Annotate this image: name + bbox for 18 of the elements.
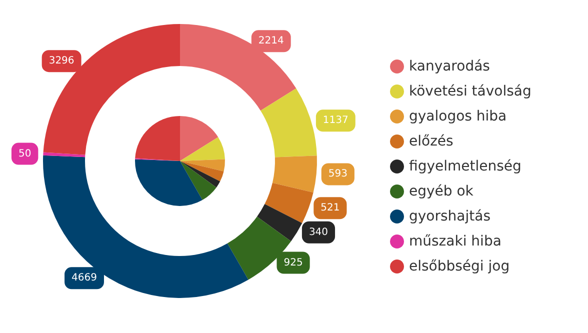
data-label: 1137 [322, 115, 348, 126]
data-label: 593 [328, 168, 348, 180]
legend-label: figyelmetlenség [409, 158, 522, 174]
data-label: 521 [320, 202, 340, 214]
legend-label: műszaki hiba [409, 234, 502, 250]
legend-label: egyéb ok [409, 184, 474, 200]
data-label: 925 [284, 257, 303, 268]
legend-label: követési távolság [409, 84, 532, 100]
data-label: 3296 [48, 56, 74, 67]
data-label: 2214 [258, 36, 284, 47]
legend-label: kanyarodás [409, 58, 490, 74]
data-label: 340 [308, 226, 328, 238]
legend-label: gyorshajtás [409, 208, 490, 224]
data-label: 50 [18, 148, 32, 160]
data-label: 4669 [72, 272, 97, 284]
legend-label: gyalogos hiba [409, 108, 507, 124]
legend-label: előzés [409, 134, 454, 150]
legend-label: elsőbbségi jog [409, 258, 510, 274]
